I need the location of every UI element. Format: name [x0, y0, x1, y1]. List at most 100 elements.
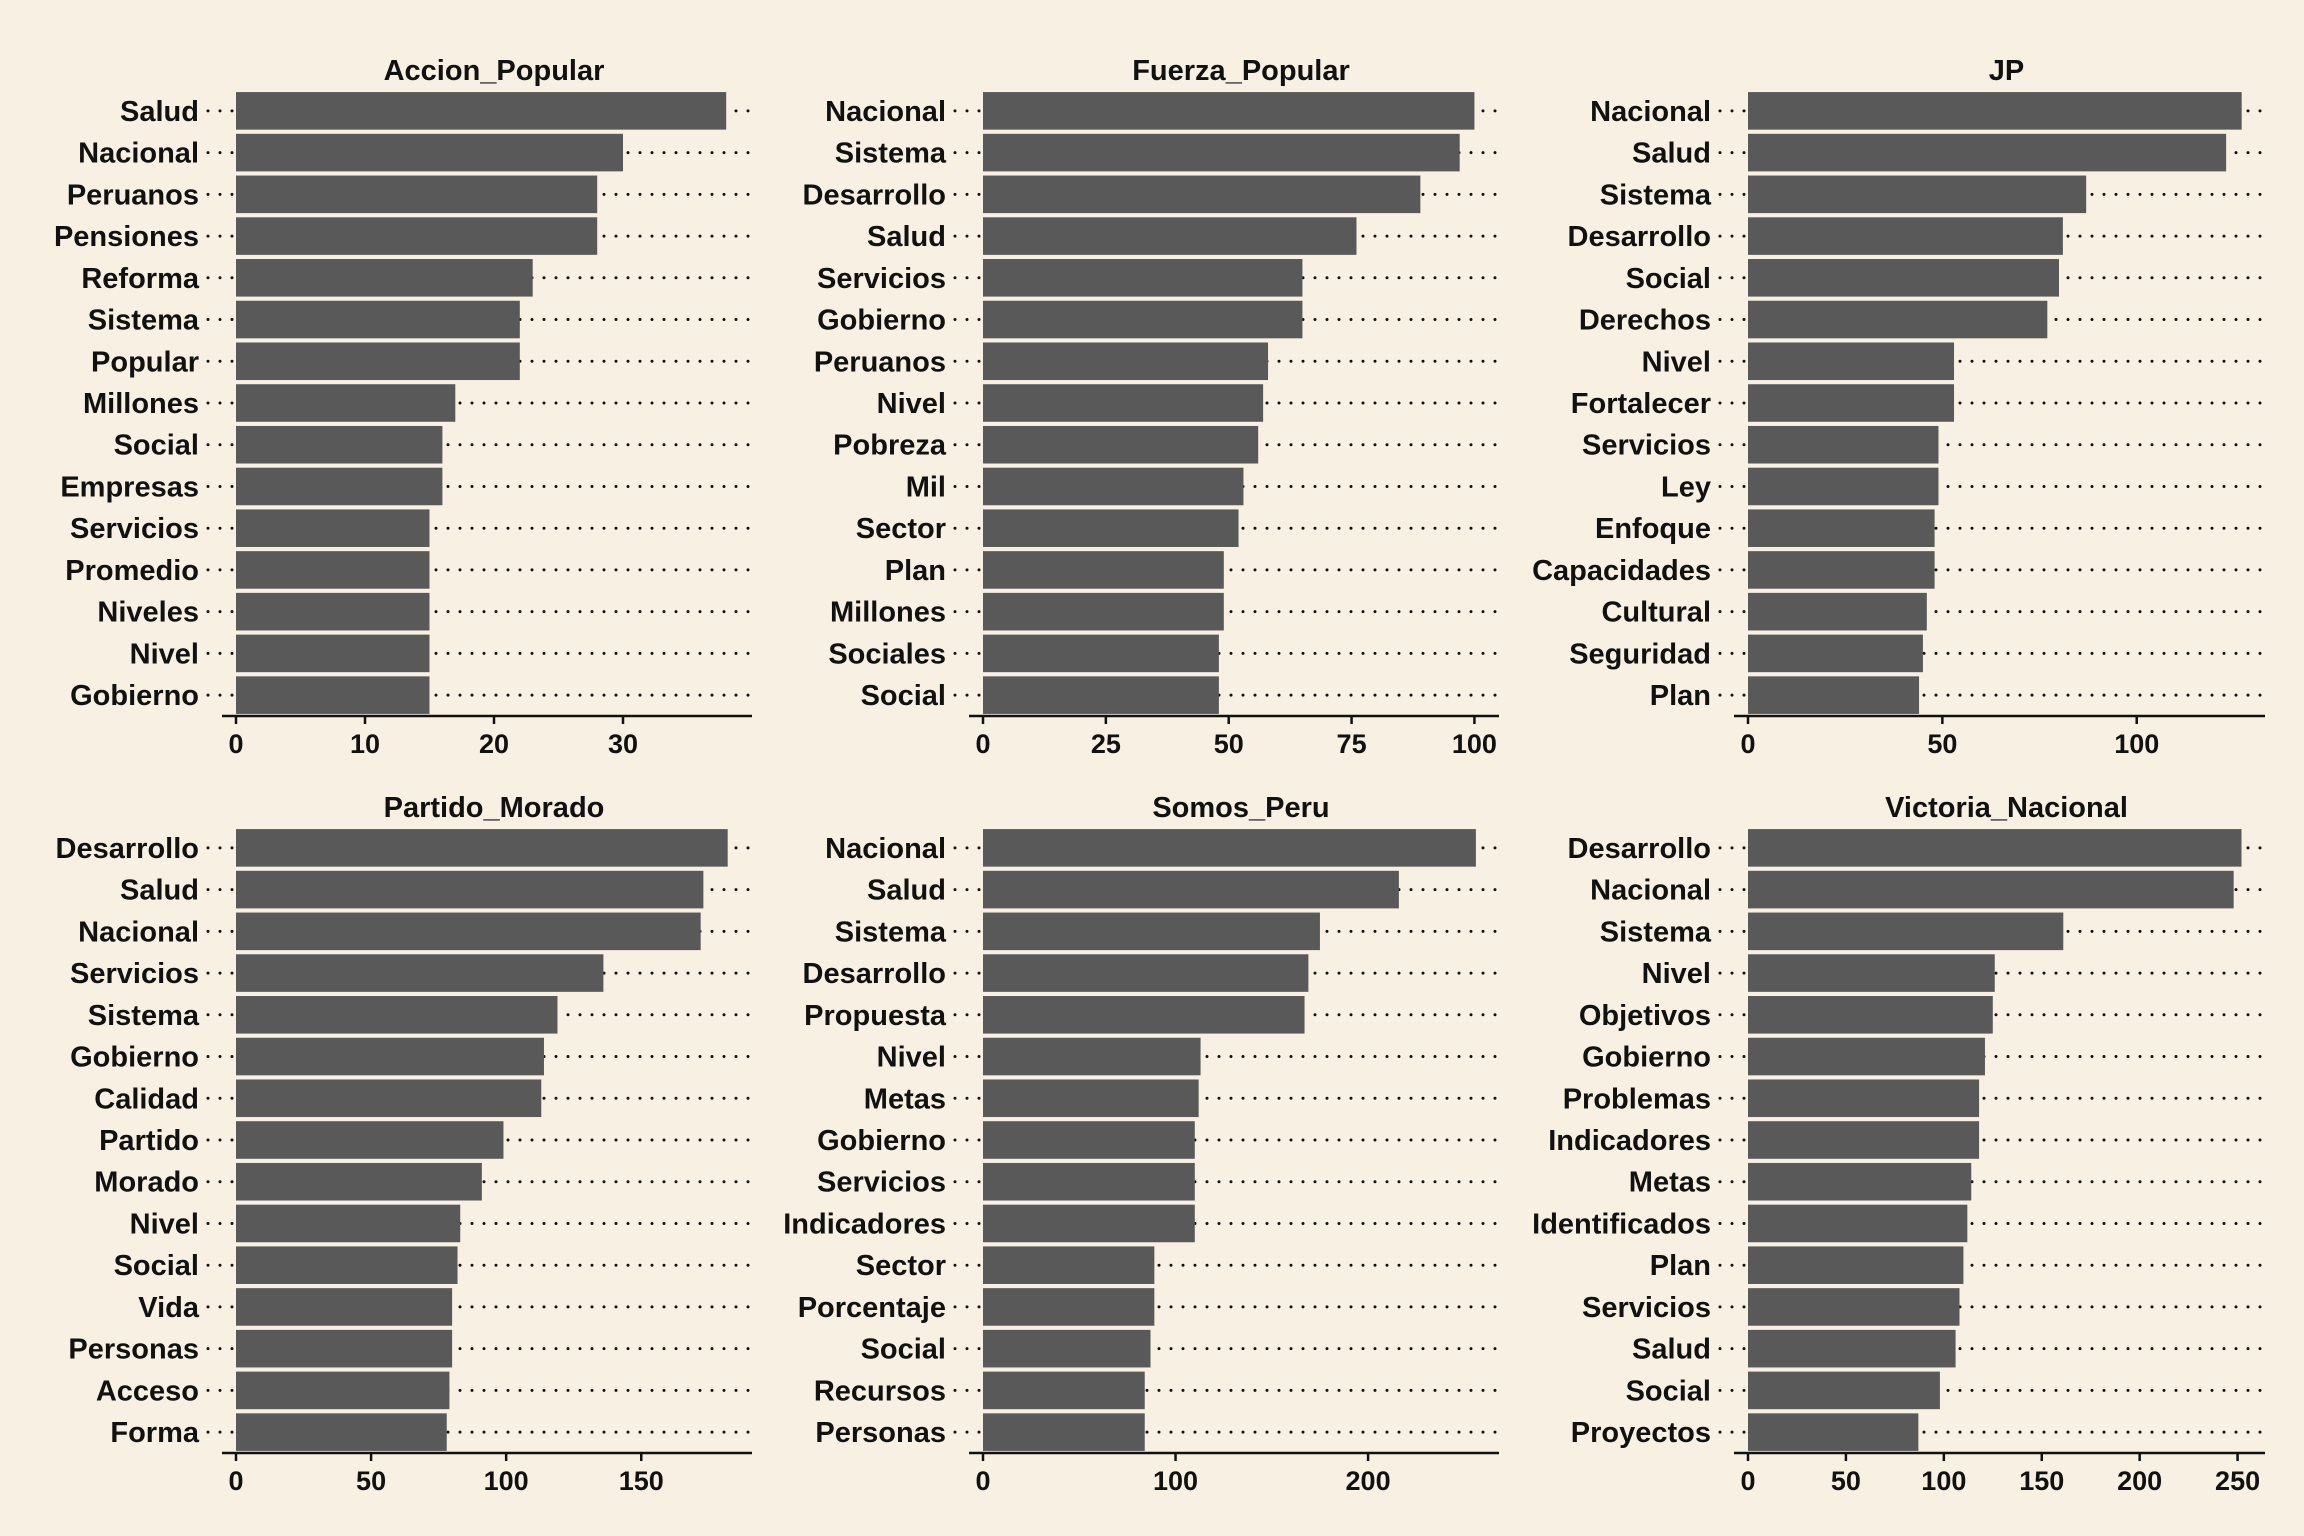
bar: [236, 1329, 453, 1368]
bar: [236, 912, 701, 951]
bar: [236, 634, 430, 673]
bar: [1748, 259, 2059, 297]
category-label: Sociales: [828, 638, 946, 670]
bar: [983, 259, 1303, 297]
x-tick-label: 200: [1346, 1466, 1391, 1496]
bar: [983, 912, 1320, 951]
bar: [983, 342, 1269, 381]
category-label: Gobierno: [70, 680, 199, 712]
bar: [983, 425, 1259, 464]
bar: [983, 870, 1399, 909]
x-tick-label: 0: [228, 1466, 243, 1496]
category-label: Niveles: [97, 597, 199, 629]
bar: [236, 592, 430, 631]
bar: [1748, 425, 1939, 464]
bar: [236, 1371, 450, 1410]
category-label: Social: [861, 1334, 946, 1366]
bar: [1748, 300, 2048, 339]
bar: [1748, 634, 1923, 673]
bar: [236, 300, 520, 339]
category-label: Vida: [138, 1292, 200, 1324]
category-label: Pensiones: [54, 221, 199, 253]
category-label: Sistema: [88, 1000, 200, 1032]
category-label: Millones: [830, 597, 946, 629]
bar: [236, 217, 598, 255]
bar: [983, 133, 1460, 172]
x-tick-label: 100: [1921, 1466, 1966, 1496]
x-tick-label: 250: [2215, 1466, 2260, 1496]
bar: [1748, 467, 1939, 506]
category-label: Sistema: [1600, 179, 1712, 211]
category-label: Salud: [120, 96, 199, 128]
bar: [236, 996, 558, 1034]
bar: [983, 1037, 1201, 1076]
category-label: Nivel: [877, 388, 946, 420]
category-label: Forma: [110, 1417, 200, 1449]
bar: [1748, 92, 2242, 130]
panel-title: Fuerza_Popular: [1132, 55, 1350, 87]
x-tick-label: 100: [2114, 729, 2159, 759]
category-label: Nacional: [825, 833, 946, 865]
bar: [1748, 133, 2227, 172]
bar: [983, 1121, 1195, 1159]
category-label: Ley: [1661, 471, 1711, 503]
bar: [236, 1413, 447, 1451]
category-label: Capacidades: [1532, 555, 1711, 587]
bar: [1748, 1037, 1985, 1076]
bar: [1748, 870, 2234, 909]
bar: [983, 1204, 1195, 1243]
x-tick-label: 50: [1831, 1466, 1861, 1496]
category-label: Metas: [1629, 1167, 1711, 1199]
category-label: Nacional: [1590, 875, 1711, 907]
bar: [236, 551, 430, 589]
bar: [983, 676, 1219, 714]
category-label: Identificados: [1532, 1208, 1711, 1240]
category-label: Desarrollo: [803, 179, 946, 211]
category-label: Millones: [83, 388, 199, 420]
bar: [1748, 1413, 1919, 1451]
panel-3: Partido_Morado Desarrollo Salud Nacional Ser…: [56, 792, 754, 1496]
bar: [236, 870, 704, 909]
category-label: Nacional: [78, 138, 199, 170]
category-label: Proyectos: [1571, 1417, 1711, 1449]
category-label: Indicadores: [783, 1208, 946, 1240]
category-label: Promedio: [65, 555, 199, 587]
bar: [1748, 676, 1920, 714]
panel-title: JP: [1989, 55, 2024, 87]
category-label: Derechos: [1579, 305, 1711, 337]
x-tick-label: 0: [1740, 729, 1755, 759]
bar: [236, 259, 533, 297]
category-label: Social: [114, 430, 199, 462]
category-label: Problemas: [1563, 1083, 1711, 1115]
category-label: Popular: [91, 346, 199, 378]
bar: [236, 1162, 482, 1201]
category-label: Peruanos: [67, 179, 199, 211]
bar: [236, 954, 604, 992]
bar: [983, 551, 1224, 589]
panel-1: Fuerza_Popular Nacional Sistema Desarrollo S…: [803, 55, 1501, 759]
category-label: Servicios: [70, 513, 199, 545]
bar: [236, 1288, 453, 1326]
category-label: Nivel: [1642, 958, 1711, 990]
x-tick-label: 50: [1214, 729, 1244, 759]
category-label: Servicios: [1582, 1292, 1711, 1324]
category-label: Salud: [120, 875, 199, 907]
bar: [1748, 912, 2064, 951]
category-label: Sistema: [88, 305, 200, 337]
category-label: Gobierno: [817, 1125, 946, 1157]
bar: [236, 1246, 458, 1284]
category-label: Sector: [856, 513, 946, 545]
category-label: Salud: [1632, 138, 1711, 170]
category-label: Salud: [867, 221, 946, 253]
panel-title: Accion_Popular: [384, 55, 605, 87]
x-tick-label: 30: [608, 729, 638, 759]
category-label: Sistema: [1600, 916, 1712, 948]
category-label: Seguridad: [1569, 638, 1711, 670]
category-label: Propuesta: [804, 1000, 947, 1032]
x-tick-label: 0: [975, 1466, 990, 1496]
bar: [1748, 175, 2087, 214]
category-label: Indicadores: [1548, 1125, 1711, 1157]
bar: [236, 1121, 504, 1159]
category-label: Plan: [1650, 1250, 1711, 1282]
bar: [236, 342, 520, 381]
